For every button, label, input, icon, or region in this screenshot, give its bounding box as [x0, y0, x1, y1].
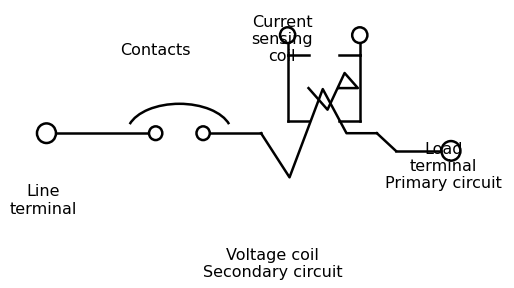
- Text: Contacts: Contacts: [120, 43, 191, 58]
- Text: Line
terminal: Line terminal: [9, 184, 77, 217]
- Text: Voltage coil
Secondary circuit: Voltage coil Secondary circuit: [203, 248, 342, 280]
- Text: Load
terminal
Primary circuit: Load terminal Primary circuit: [385, 142, 502, 192]
- Text: Current
sensing
coil: Current sensing coil: [251, 15, 313, 65]
